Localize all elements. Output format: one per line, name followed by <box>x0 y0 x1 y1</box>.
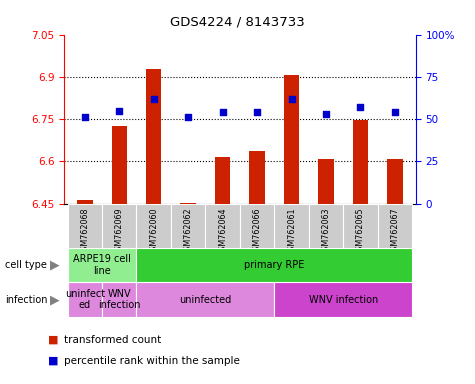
Bar <box>67 248 136 282</box>
Text: WNV
infection: WNV infection <box>98 289 141 310</box>
Text: primary RPE: primary RPE <box>244 260 304 270</box>
Text: GSM762065: GSM762065 <box>356 207 365 256</box>
Text: GSM762067: GSM762067 <box>390 207 399 256</box>
Bar <box>249 151 265 204</box>
Text: GSM762069: GSM762069 <box>115 207 124 256</box>
Bar <box>112 126 127 204</box>
Text: ▶: ▶ <box>50 293 59 306</box>
Text: GSM762060: GSM762060 <box>149 207 158 256</box>
Text: GSM762066: GSM762066 <box>253 207 262 256</box>
Text: GSM762062: GSM762062 <box>184 207 193 256</box>
Point <box>357 104 364 110</box>
Text: GDS4224 / 8143733: GDS4224 / 8143733 <box>170 15 305 28</box>
Bar <box>77 200 93 204</box>
Bar <box>102 282 136 317</box>
Bar <box>67 282 102 317</box>
Text: ▶: ▶ <box>50 258 59 271</box>
Bar <box>309 204 343 248</box>
Bar <box>171 204 205 248</box>
Text: transformed count: transformed count <box>64 335 162 345</box>
Point <box>391 109 399 115</box>
Bar <box>275 282 412 317</box>
Point <box>184 114 192 121</box>
Bar <box>387 159 403 204</box>
Bar <box>136 282 275 317</box>
Point <box>150 96 158 102</box>
Bar <box>205 204 240 248</box>
Text: uninfect
ed: uninfect ed <box>65 289 105 310</box>
Bar <box>102 204 136 248</box>
Bar <box>215 157 230 204</box>
Bar <box>318 159 334 204</box>
Bar <box>146 69 162 204</box>
Text: percentile rank within the sample: percentile rank within the sample <box>64 356 240 366</box>
Text: GSM762064: GSM762064 <box>218 207 227 256</box>
Bar <box>284 75 299 204</box>
Point <box>115 108 123 114</box>
Text: GSM762063: GSM762063 <box>322 207 331 256</box>
Text: GSM762061: GSM762061 <box>287 207 296 256</box>
Bar <box>275 204 309 248</box>
Text: GSM762068: GSM762068 <box>80 207 89 256</box>
Point <box>253 109 261 115</box>
Text: ■: ■ <box>48 356 58 366</box>
Bar <box>136 248 412 282</box>
Text: WNV infection: WNV infection <box>309 295 378 305</box>
Point <box>288 96 295 102</box>
Bar <box>136 204 171 248</box>
Text: cell type: cell type <box>5 260 47 270</box>
Point <box>81 114 89 121</box>
Point <box>322 111 330 117</box>
Point <box>219 109 227 115</box>
Bar <box>240 204 275 248</box>
Bar <box>343 204 378 248</box>
Bar <box>378 204 412 248</box>
Bar <box>67 204 102 248</box>
Text: uninfected: uninfected <box>179 295 231 305</box>
Text: infection: infection <box>5 295 47 305</box>
Bar <box>353 119 368 204</box>
Bar <box>180 203 196 204</box>
Text: ARPE19 cell
line: ARPE19 cell line <box>73 254 131 276</box>
Text: ■: ■ <box>48 335 58 345</box>
